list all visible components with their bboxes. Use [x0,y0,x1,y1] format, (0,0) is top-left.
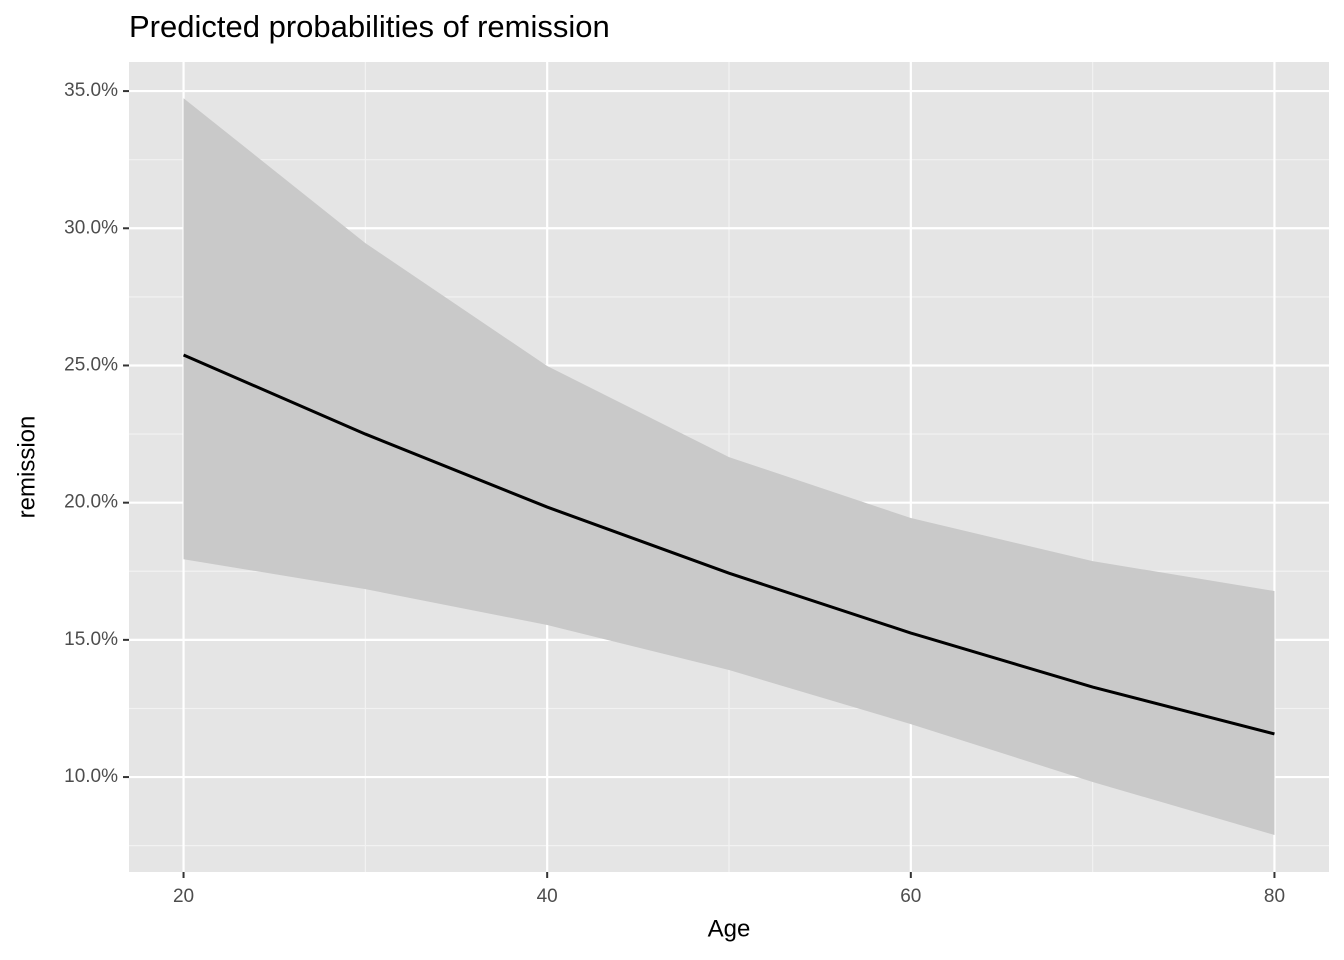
x-tick-label: 60 [900,886,921,907]
y-tick-label: 35.0% [64,80,118,101]
y-tick-label: 15.0% [64,629,118,650]
confidence-ribbon [183,98,1275,835]
x-tick-label: 20 [173,886,194,907]
x-tick-label: 40 [537,886,558,907]
chart-title: Predicted probabilities of remission [129,9,610,44]
x-axis-title: Age [708,915,751,942]
y-tick-label: 10.0% [64,766,118,787]
y-tick-label: 25.0% [64,354,118,375]
x-tick-label: 80 [1264,886,1285,907]
y-axis-title: remission [13,416,40,519]
y-tick-label: 20.0% [64,492,118,513]
y-tick-label: 30.0% [64,217,118,238]
line [182,353,1275,736]
